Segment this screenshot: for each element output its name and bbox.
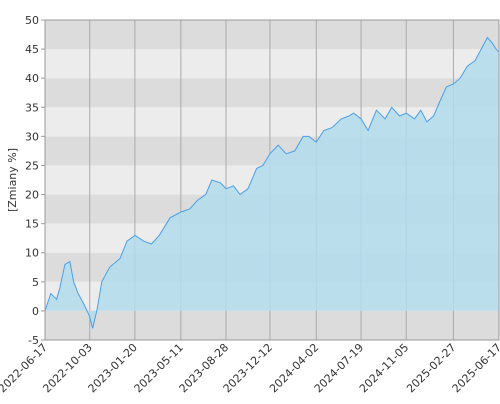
y-tick-label: 5 [32, 276, 39, 289]
y-tick-label: 30 [25, 130, 39, 143]
y-tick-label: 20 [25, 189, 39, 202]
line [44, 36, 500, 329]
y-tick-label: 35 [25, 101, 39, 114]
area [45, 37, 499, 329]
grid-band [45, 20, 499, 50]
y-tick-label: 25 [25, 159, 39, 172]
y-tick-label: 50 [25, 14, 39, 27]
plot-frame [44, 19, 500, 341]
y-tick-label: 0 [32, 305, 39, 318]
y-tick-label: 15 [25, 218, 39, 231]
y-tick-label: 40 [25, 72, 39, 85]
y-tick-label: 10 [25, 247, 39, 260]
y-axis-label: [Zmiany %] [6, 148, 19, 212]
grid-band [45, 49, 499, 79]
grid-band [45, 310, 499, 340]
y-tick-label: -5 [28, 334, 39, 347]
y-tick-label: 45 [25, 43, 39, 56]
grid-band [45, 78, 499, 108]
